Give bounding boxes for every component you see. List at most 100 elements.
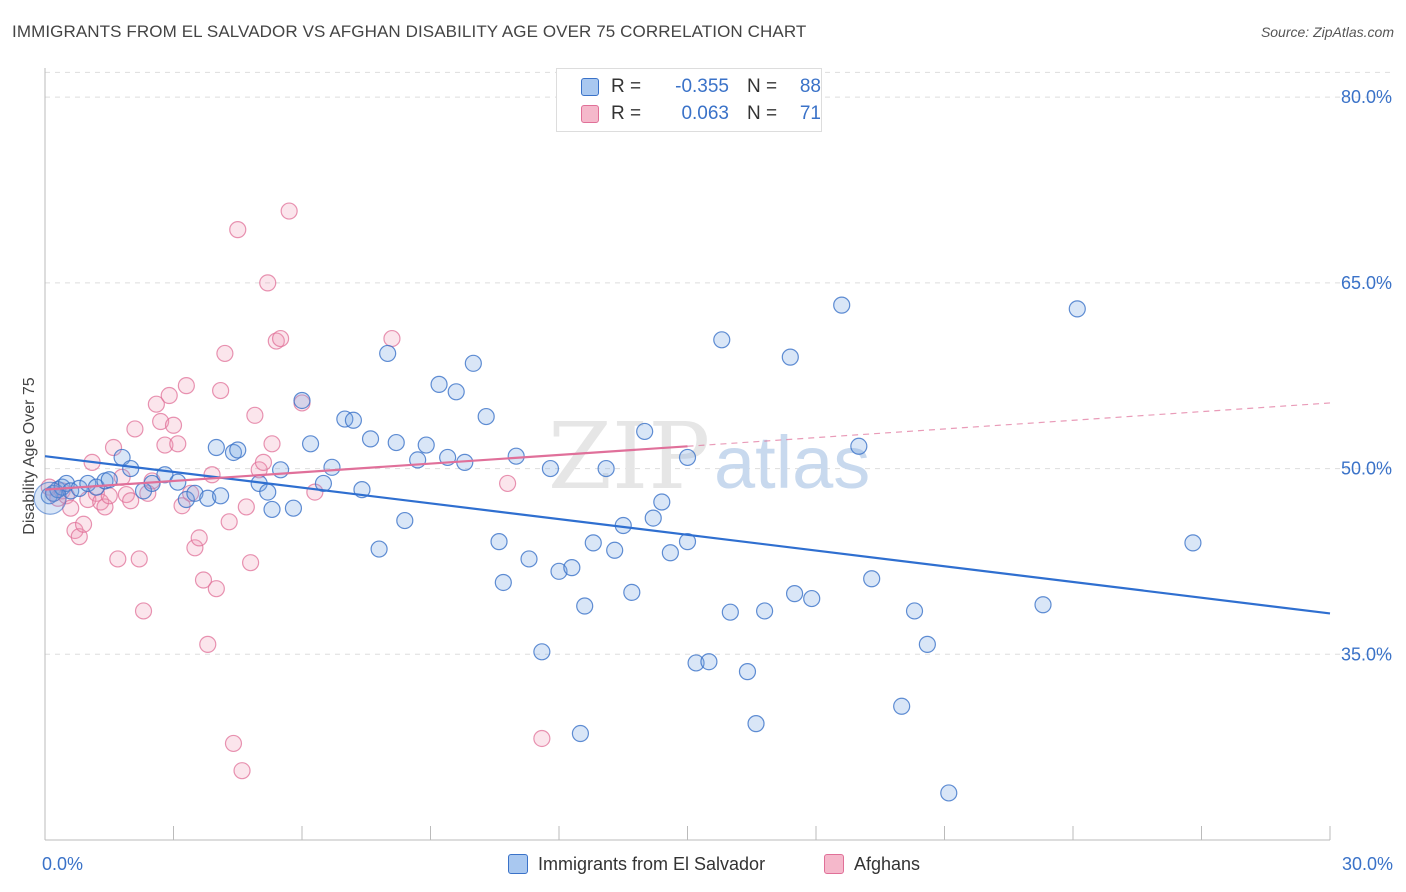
el-salvador-point	[199, 489, 217, 507]
bottom-legend-label-el-salvador: Immigrants from El Salvador	[538, 853, 766, 874]
el-salvador-point	[738, 663, 757, 681]
el-salvador-point	[785, 585, 804, 603]
el-salvador-point	[169, 473, 187, 491]
afghans-point	[220, 513, 238, 531]
afghans-point	[259, 274, 277, 292]
bottom-legend-swatch-pink	[824, 854, 844, 874]
el-salvador-point	[387, 433, 405, 452]
el-salvador-point	[803, 589, 821, 608]
el-salvador-point	[122, 459, 140, 478]
y-tick-label: 35.0%	[1341, 644, 1392, 664]
el-salvador-point	[263, 500, 281, 519]
legend-row-afghans: R = 0.063 N = 71	[557, 100, 821, 128]
el-salvador-point	[229, 441, 247, 459]
afghans-point	[533, 729, 551, 748]
el-salvador-point	[212, 487, 230, 505]
legend-r-label: R =	[611, 103, 642, 124]
el-salvador-point	[177, 490, 195, 509]
afghans-point	[233, 762, 251, 780]
el-salvador-point	[33, 481, 67, 515]
el-salvador-point	[661, 544, 679, 562]
el-salvador-point	[636, 422, 654, 441]
el-salvador-point	[284, 499, 303, 517]
afghans-point	[190, 529, 208, 547]
el-salvador-point	[905, 602, 924, 620]
afghans-point	[280, 202, 298, 220]
el-salvador-point	[520, 550, 538, 568]
afghans-point	[169, 435, 187, 453]
el-salvador-point	[314, 474, 333, 493]
afghans-point	[216, 344, 234, 363]
legend-row-el-salvador: R = -0.355 N = 88	[557, 73, 821, 101]
el-salvador-point	[477, 407, 495, 426]
afghans-point	[122, 492, 140, 510]
el-salvador-point	[533, 643, 551, 661]
afghans-point	[194, 571, 213, 589]
afghans-point	[203, 466, 221, 484]
el-salvador-point	[207, 438, 225, 457]
el-salvador-point	[713, 331, 731, 349]
el-salvador-point	[464, 354, 482, 372]
chart-title: IMMIGRANTS FROM EL SALVADOR VS AFGHAN DI…	[12, 22, 807, 41]
el-salvador-point	[271, 461, 290, 479]
el-salvador-point	[361, 430, 380, 448]
el-salvador-point	[623, 583, 641, 601]
tick-labels: 80.0% 65.0% 50.0% 35.0% 0.0% 30.0%	[42, 87, 1393, 874]
afghans-point	[271, 329, 290, 348]
bottom-legend-el-salvador: Immigrants from El Salvador	[508, 852, 765, 876]
legend-r-value: 0.063	[681, 103, 729, 124]
el-salvador-point	[571, 724, 590, 743]
el-salvador-point	[755, 602, 774, 620]
el-salvador-point	[344, 411, 362, 429]
afghans-point	[242, 554, 260, 572]
afghans-point	[499, 474, 517, 493]
trend-lines	[44, 402, 1331, 615]
afghans-point	[383, 329, 401, 348]
afghans-trend-line	[44, 445, 688, 491]
el-salvador-point	[863, 570, 881, 588]
el-salvador-point	[447, 383, 465, 401]
legend-swatch-pink	[581, 105, 599, 123]
afghans-point	[109, 550, 127, 568]
watermark-atlas: atlas	[714, 421, 870, 504]
afghans-points	[40, 202, 551, 780]
el-salvador-points	[33, 296, 1202, 802]
y-tick-label: 65.0%	[1341, 273, 1392, 293]
watermark: ZIP atlas	[548, 403, 870, 510]
el-salvador-point	[781, 348, 799, 366]
legend-r-label: R =	[611, 76, 642, 97]
correlation-legend: R = -0.355 N = 88 R = 0.063 N = 71	[556, 68, 822, 132]
afghans-point	[199, 635, 217, 653]
afghans-point	[246, 406, 264, 424]
el-salvador-point	[507, 447, 525, 465]
el-salvador-point	[417, 436, 435, 454]
afghans-point	[263, 435, 281, 453]
axes	[44, 68, 1331, 841]
legend-swatch-blue	[581, 78, 599, 96]
el-salvador-point	[293, 391, 311, 410]
afghans-point	[254, 453, 273, 471]
el-salvador-point	[301, 435, 320, 453]
bottom-legend-afghans: Afghans	[824, 852, 920, 876]
el-salvador-point	[100, 471, 118, 489]
legend-n-label: N =	[747, 103, 778, 124]
watermark-zip: ZIP	[548, 403, 710, 510]
x-tick-label: 0.0%	[42, 854, 83, 874]
el-salvador-point	[370, 540, 388, 558]
el-salvador-point	[379, 344, 397, 363]
el-salvador-point	[396, 511, 414, 530]
el-salvador-point	[186, 484, 204, 502]
el-salvador-point	[1068, 300, 1086, 318]
afghans-point	[74, 515, 93, 533]
el-salvador-point	[490, 533, 508, 551]
afghans-point	[134, 602, 153, 620]
afghans-point	[186, 539, 204, 557]
bottom-legend-swatch-blue	[508, 854, 528, 874]
el-salvador-point	[323, 458, 341, 476]
el-salvador-point	[850, 437, 868, 455]
afghans-point	[152, 412, 170, 431]
el-salvador-point	[653, 493, 671, 511]
el-salvador-point	[494, 573, 512, 592]
el-salvador-point	[747, 715, 765, 733]
